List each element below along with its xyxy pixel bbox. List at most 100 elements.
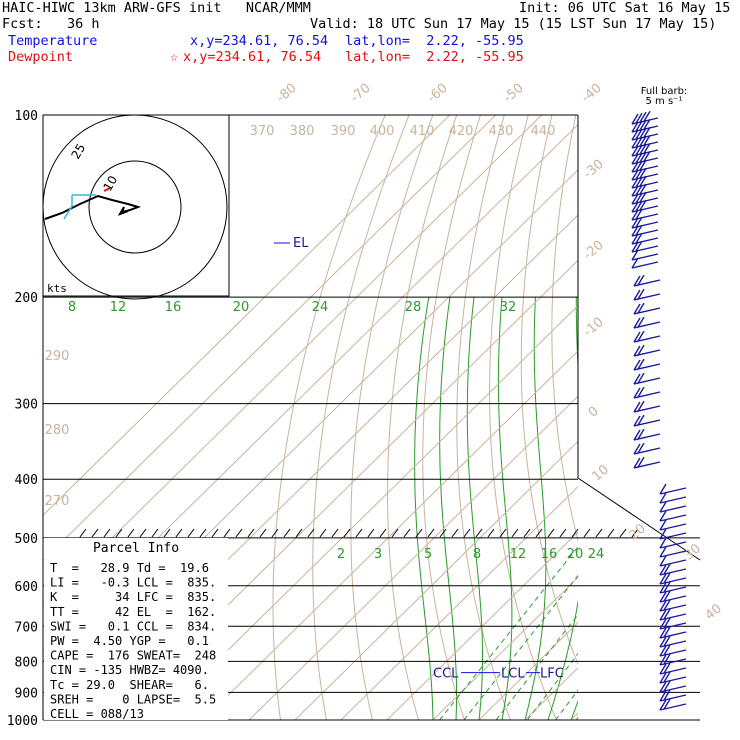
wind-barb (633, 363, 661, 371)
theta-label: 430 (489, 124, 514, 139)
isotherm-label: -40 (579, 81, 605, 106)
theta-label: 290 (45, 349, 70, 364)
moist-adiabat-line (640, 297, 740, 720)
wind-barb-flag (663, 680, 671, 692)
level-hatch (247, 528, 255, 538)
wind-barb-flag (633, 443, 641, 455)
wind-barb-flag (659, 600, 667, 612)
wind-barb-flag (633, 429, 641, 441)
wind-barb-flag (659, 672, 667, 684)
hodograph-mark (103, 187, 111, 192)
hodograph-ring-label: 10 (100, 173, 120, 193)
theta-label: 440 (531, 124, 556, 139)
dry-adiabat-line (665, 115, 740, 720)
parcel-info-row: LI = -0.3 LCL = 835. (50, 576, 216, 590)
theta-label: 370 (250, 124, 275, 139)
wind-barb-flag (633, 275, 641, 287)
wind-barb-flag (659, 537, 667, 549)
wind-barb-flag (633, 401, 641, 413)
wind-barb (659, 631, 687, 639)
parcel-info-row: SWI = 0.1 CCL = 834. (50, 619, 216, 633)
level-hatch (379, 528, 387, 538)
wind-barb-flag (663, 662, 671, 674)
dry-adiabat-line (272, 115, 386, 720)
wind-barb (659, 487, 687, 495)
wind-barb (659, 541, 687, 549)
isotherm-label: -30 (581, 157, 607, 182)
pressure-tick-label: 800 (15, 655, 38, 670)
temperature-trace (604, 115, 740, 720)
isotherm-label: -60 (425, 81, 451, 106)
wind-barb (659, 559, 687, 567)
wind-barb (633, 461, 661, 469)
isotherm-line (43, 115, 451, 516)
parcel-info-row: CELL = 088/13 (50, 707, 144, 721)
isotherm-line (43, 115, 497, 562)
wind-barb (659, 613, 687, 621)
isotherm-line (386, 531, 578, 720)
mixing-ratio-label: 3 (374, 547, 382, 562)
theta-label: 280 (45, 423, 70, 438)
wind-barb-flag (631, 145, 639, 157)
wind-barb-flag (659, 582, 667, 594)
level-hatch (559, 528, 567, 538)
wind-barb (631, 205, 659, 213)
hodograph: 25 10 kts (42, 114, 230, 300)
mixing-ratio-label: 32 (500, 300, 517, 315)
level-hatch (283, 528, 291, 538)
wind-barb-flag (633, 289, 641, 301)
level-hatch (619, 528, 627, 538)
wind-barb-flag (663, 644, 671, 656)
wind-barb (659, 703, 687, 711)
wind-barb-flag (659, 573, 667, 585)
wind-barb (659, 568, 687, 576)
mixing-ratio-label: 16 (541, 547, 558, 562)
wind-barb-flag (635, 184, 643, 196)
wind-barb-flag (639, 151, 647, 163)
wind-barb (659, 532, 687, 540)
level-hatch (79, 528, 87, 538)
mixing-ratio-label: 16 (165, 300, 182, 315)
wind-barb-flag (659, 681, 667, 693)
wind-barb-flag (635, 240, 643, 252)
wind-barb (659, 658, 687, 666)
wind-barb (633, 405, 661, 413)
parcel-info-row: Tc = 29.0 SHEAR= 6. (50, 678, 209, 692)
isotherm-label: 20 (627, 521, 649, 543)
wind-barb-flag (631, 225, 639, 237)
level-hatch (103, 528, 111, 538)
dewpoint-xy: x,y=234.61, 76.54 (183, 49, 322, 65)
wind-barb-flag (635, 136, 643, 148)
wind-barb-flag (631, 113, 639, 125)
level-hatch (307, 528, 315, 538)
wind-barb-flag (633, 387, 641, 399)
level-hatch (595, 528, 603, 538)
dewpoint-trace (582, 115, 721, 707)
wind-barb-flag (659, 501, 667, 513)
wind-barb (631, 213, 659, 221)
wind-barb-flag (643, 150, 651, 162)
wind-barb-flag (643, 142, 651, 154)
wind-barb-flag (631, 201, 639, 213)
wind-barb-flag (637, 330, 645, 342)
wind-barb-flag (631, 185, 639, 197)
forecast-hour: Fcst: 36 h (2, 16, 100, 32)
dry-adiabat-line (456, 115, 511, 720)
parcel-info-row: PW = 4.50 YGP = 0.1 (50, 634, 209, 648)
dry-adiabat-line (520, 115, 578, 666)
isotherm-line (432, 576, 578, 720)
wind-barb-flag (663, 581, 671, 593)
level-hatch (211, 528, 219, 538)
isotherm-line (663, 115, 740, 720)
theta-label: 410 (410, 124, 435, 139)
isotherm-line (156, 304, 578, 720)
wind-barb-flag (635, 176, 643, 188)
wind-barb (659, 685, 687, 693)
temperature-latlon: lat,lon= 2.22, -55.95 (345, 33, 524, 49)
level-hatch (391, 528, 399, 538)
wind-barb-flag (635, 152, 643, 164)
wind-barb (631, 245, 659, 253)
valid-time: Valid: 18 UTC Sun 17 May 15 (15 LST Sun … (310, 16, 717, 32)
parcel-info-row: CIN = -135 HWBZ= 4090. (50, 663, 209, 677)
el-label: EL (293, 236, 309, 251)
